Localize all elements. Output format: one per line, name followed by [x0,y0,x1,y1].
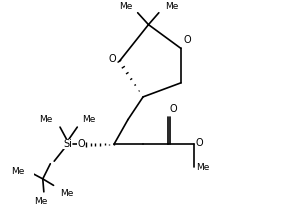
Text: Me: Me [119,2,133,11]
Text: Si: Si [63,139,72,149]
Text: Me: Me [39,115,53,124]
Text: O: O [108,54,116,64]
Text: O: O [183,35,191,45]
Text: O: O [196,138,204,148]
Text: O: O [77,139,85,149]
Text: Me: Me [34,197,47,206]
Text: Me: Me [11,167,25,176]
Text: Me: Me [82,115,96,124]
Text: Me: Me [196,162,210,172]
Text: O: O [170,104,177,114]
Text: Me: Me [165,2,178,11]
Text: Me: Me [60,189,73,198]
